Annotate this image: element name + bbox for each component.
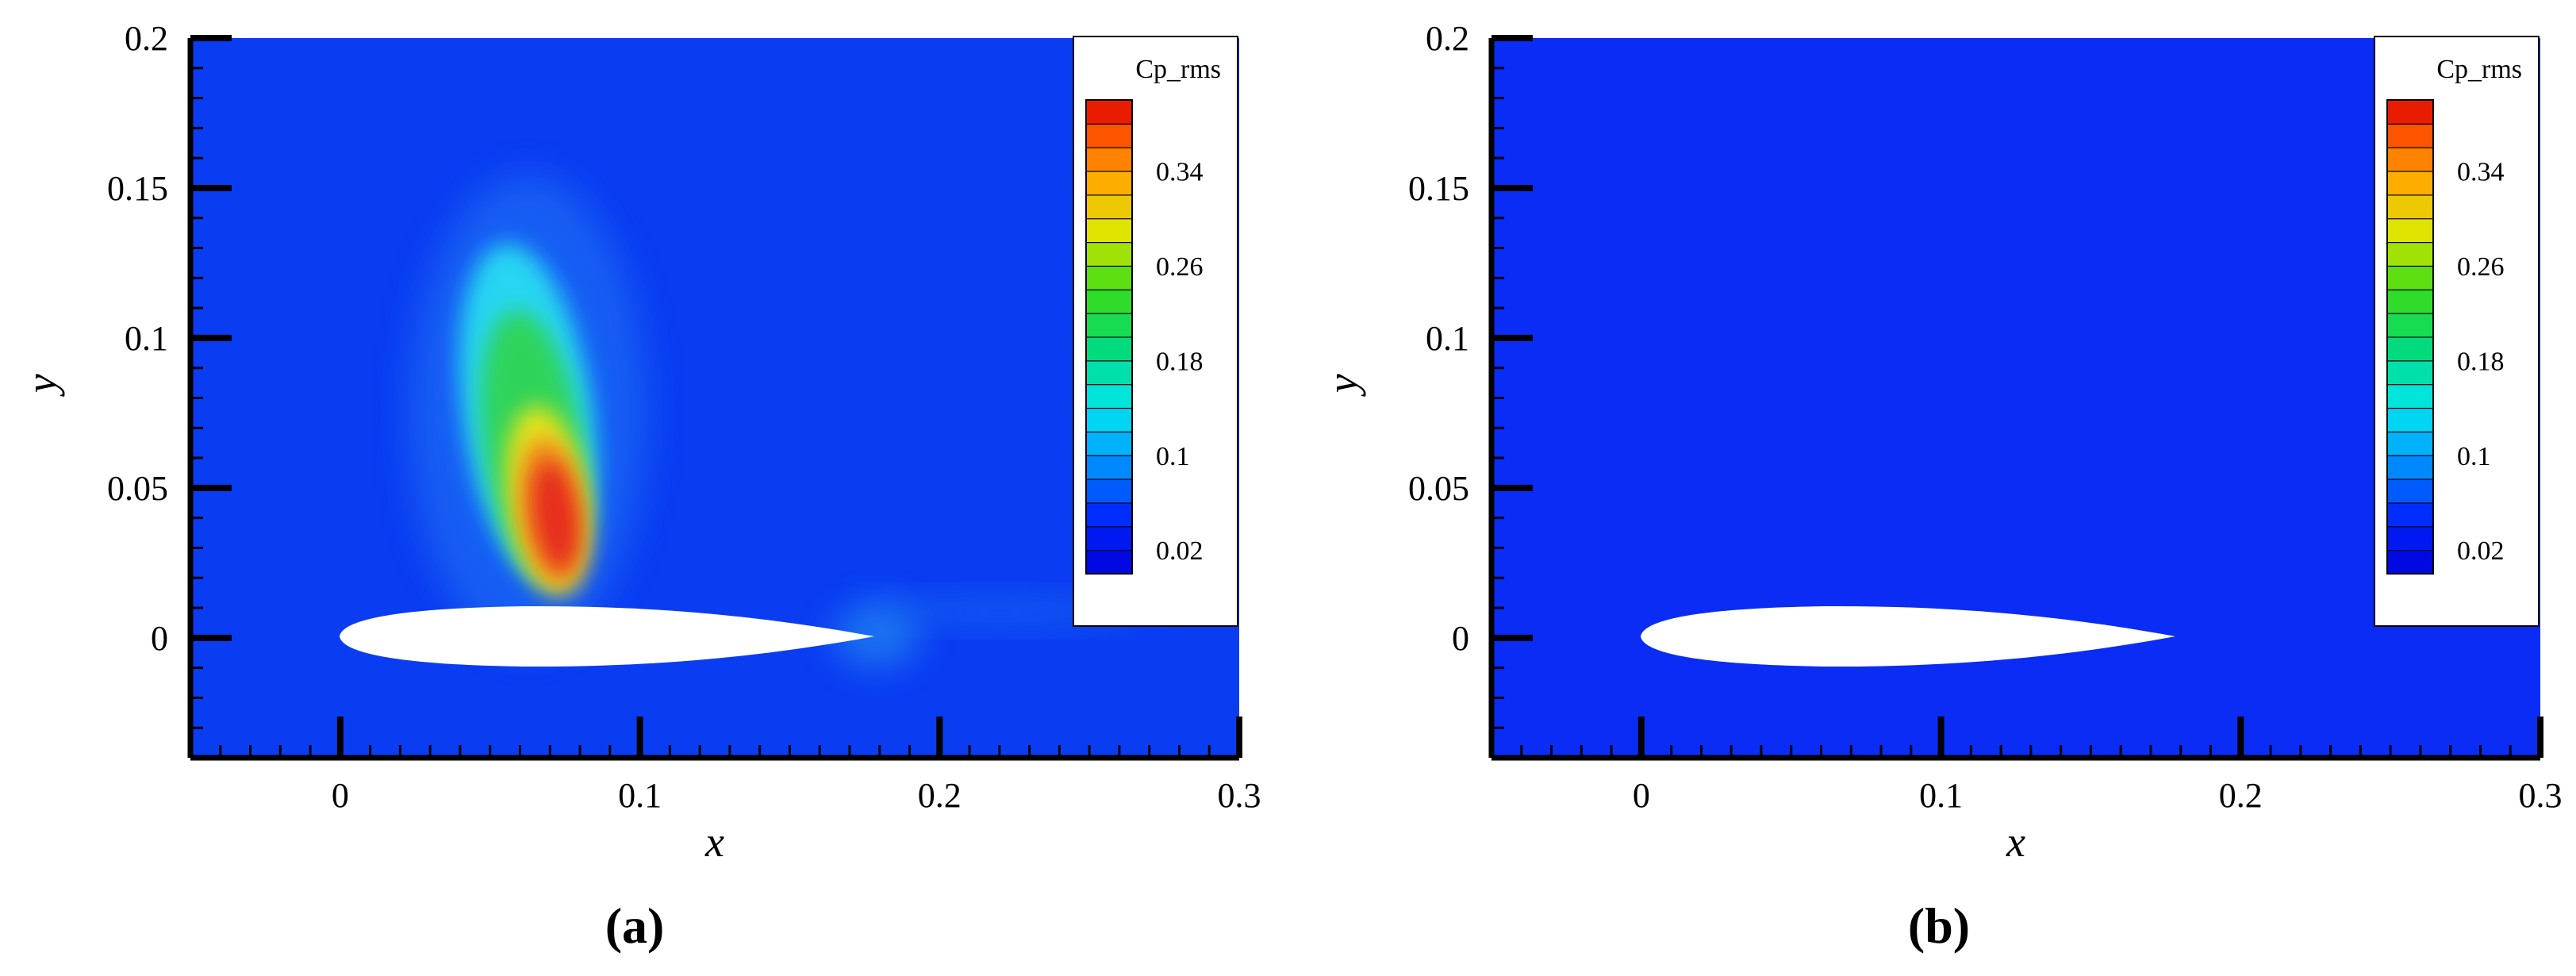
y-tick-label: 0.1 — [1426, 319, 1469, 358]
y-tick-label: 0.2 — [125, 19, 168, 58]
colorbar-level — [1085, 431, 1133, 456]
colorbar-level — [1085, 525, 1133, 551]
panel-label-a: (a) — [605, 897, 665, 954]
colorbar-level — [2386, 501, 2434, 528]
axes-a: 0 0.1 0.2 0.3 0 0.05 0.1 0.15 0.2 x y — [17, 19, 1261, 866]
y-tick-label: 0.2 — [1426, 19, 1469, 58]
colorbar-level — [1085, 407, 1133, 432]
colorbar-tick-label: 0.26 — [2457, 252, 2505, 282]
colorbar-level — [2386, 265, 2434, 290]
y-tick-label: 0 — [151, 619, 168, 658]
x-tick-label: 0.1 — [1919, 776, 1963, 815]
airfoil-b — [1641, 605, 2175, 667]
x-tick-label: 0.1 — [618, 776, 662, 815]
colorbar-level — [1085, 217, 1133, 244]
panel-label-b: (b) — [1908, 897, 1970, 954]
colorbar-level — [2386, 478, 2434, 504]
colorbar-b: Cp_rms 0.02 0.1 0.18 0.26 0.34 — [2374, 36, 2540, 627]
colorbar-level — [1085, 170, 1133, 196]
colorbar-level — [2386, 525, 2434, 551]
x-axis-title: x — [2006, 818, 2025, 866]
colorbar-level — [2386, 123, 2434, 148]
colorbar-level — [1085, 455, 1133, 480]
colorbar-tick-label: 0.34 — [2457, 158, 2505, 187]
colorbar-level — [1085, 99, 1133, 125]
colorbar-level — [1085, 501, 1133, 528]
x-tick-label: 0.2 — [918, 776, 962, 815]
y-tick-label: 0.1 — [125, 319, 168, 358]
colorbar-level — [2386, 289, 2434, 314]
colorbar-tick-label: 0.02 — [1156, 536, 1204, 566]
colorbar-tick-label: 0.1 — [2457, 442, 2491, 471]
fluctuation-field-a — [409, 175, 1142, 667]
colorbar-level — [1085, 265, 1133, 290]
colorbar-level — [1085, 194, 1133, 220]
y-tick-label: 0.15 — [107, 169, 168, 208]
colorbar-level — [2386, 170, 2434, 196]
x-axis-title: x — [704, 818, 724, 866]
x-tick-label: 0.2 — [2219, 776, 2263, 815]
x-tick-label: 0 — [1633, 776, 1650, 815]
y-tick-label: 0.15 — [1408, 169, 1469, 208]
y-axis-title: y — [1319, 374, 1366, 397]
colorbar-tick-label: 0.18 — [2457, 347, 2505, 376]
colorbar-tick-label: 0.34 — [1156, 158, 1204, 187]
colorbar-level — [1085, 359, 1133, 386]
colorbar-level — [1085, 147, 1133, 172]
colorbar-level — [1085, 123, 1133, 148]
colorbar-level — [2386, 455, 2434, 480]
colorbar-tick-label: 0.18 — [1156, 347, 1204, 376]
airfoil-a — [340, 605, 874, 667]
colorbar-tick-label: 0.26 — [1156, 252, 1204, 282]
y-axis-title: y — [17, 374, 65, 397]
x-tick-label: 0.3 — [2519, 776, 2563, 815]
colorbar-level — [2386, 336, 2434, 362]
colorbar-frame — [2386, 99, 2434, 574]
colorbar-level — [1085, 336, 1133, 362]
colorbar-level — [2386, 241, 2434, 267]
colorbar-title: Cp_rms — [1135, 55, 1221, 84]
colorbar-level — [2386, 407, 2434, 432]
colorbar-level — [1085, 383, 1133, 409]
colorbar-tick-label: 0.1 — [1156, 442, 1190, 471]
y-tick-label: 0.05 — [1408, 469, 1469, 508]
colorbar-level — [1085, 289, 1133, 314]
y-tick-label: 0.05 — [107, 469, 168, 508]
colorbar-level — [2386, 194, 2434, 220]
colorbar-level — [2386, 383, 2434, 409]
colorbar-level — [1085, 313, 1133, 338]
colorbar-tick-label: 0.02 — [2457, 536, 2505, 566]
colorbar-level — [2386, 147, 2434, 172]
colorbar-level — [1085, 478, 1133, 504]
colorbar-level — [2386, 217, 2434, 244]
panel-b: 0 0.1 0.2 0.3 0 0.05 0.1 0.15 0.2 x y Cp_rms 0.02 0.… — [1319, 19, 2563, 954]
colorbar-a: Cp_rms 0.02 0.1 0.18 0.26 0.34 — [1073, 36, 1238, 627]
colorbar-level — [1085, 549, 1133, 575]
colorbar-level — [2386, 313, 2434, 338]
colorbar-level — [1085, 241, 1133, 267]
colorbar-level — [2386, 549, 2434, 575]
colorbar-frame — [1085, 99, 1133, 574]
colorbar-level — [2386, 431, 2434, 456]
y-tick-label: 0 — [1452, 619, 1469, 658]
colorbar-level — [2386, 99, 2434, 125]
colorbar-level — [2386, 359, 2434, 386]
x-tick-label: 0.3 — [1218, 776, 1261, 815]
axes-b: 0 0.1 0.2 0.3 0 0.05 0.1 0.15 0.2 x y — [1319, 19, 2563, 866]
wake-streak — [857, 597, 1142, 625]
panel-a: 0 0.1 0.2 0.3 0 0.05 0.1 0.15 0.2 x y Cp_rms 0.02 0.… — [17, 19, 1261, 954]
x-tick-label: 0 — [332, 776, 349, 815]
plume-peak-red — [532, 460, 579, 571]
colorbar-title: Cp_rms — [2436, 55, 2522, 84]
